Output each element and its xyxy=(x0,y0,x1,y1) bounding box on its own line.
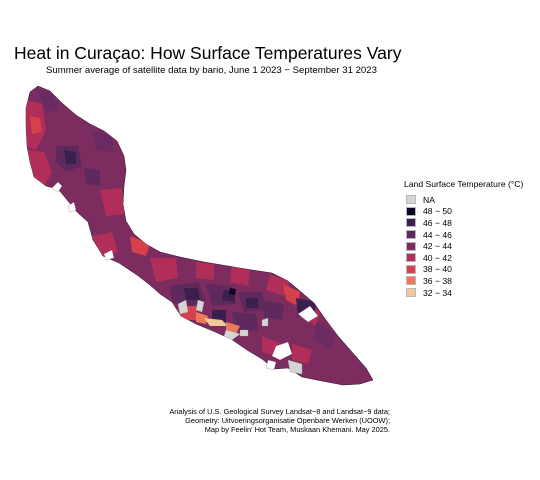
bario-region xyxy=(30,116,42,134)
bario-region xyxy=(150,258,178,282)
legend-label: 38 − 40 xyxy=(423,264,452,275)
na-region xyxy=(195,299,205,313)
legend-item: 40 − 42 xyxy=(404,252,523,264)
legend-swatch xyxy=(406,230,416,240)
na-region xyxy=(239,329,249,337)
legend-label: 40 − 42 xyxy=(423,252,452,263)
bario-region xyxy=(246,298,258,308)
legend-title: Land Surface Temperature (°C) xyxy=(404,179,524,189)
bario-regions xyxy=(26,88,336,364)
na-regions xyxy=(177,299,303,375)
bay xyxy=(51,181,63,193)
legend-item: 48 − 50 xyxy=(404,206,523,218)
legend-swatch xyxy=(406,288,416,298)
legend-items: NA 48 − 50 46 − 48 44 − 46 42 − 44 40 − 42 38 … xyxy=(404,194,523,298)
bario-region xyxy=(184,288,200,300)
bario-region xyxy=(292,344,312,364)
legend-item: 32 − 34 xyxy=(404,287,523,299)
bario-region xyxy=(196,262,214,280)
legend-label: 42 − 44 xyxy=(423,241,452,252)
na-region xyxy=(287,359,303,375)
bario-region xyxy=(230,266,250,286)
bario-region xyxy=(314,322,336,350)
island-outline xyxy=(25,85,374,386)
bay xyxy=(67,201,77,213)
bario-region xyxy=(28,150,52,186)
map-title: Heat in Curaçao: How Surface Temperature… xyxy=(14,43,402,63)
bario-region xyxy=(266,274,290,296)
legend-swatch xyxy=(406,195,416,205)
bario-region xyxy=(212,310,226,322)
legend-item: NA xyxy=(404,194,523,206)
source-caption: Analysis of U.S. Geological Survey Lands… xyxy=(169,407,390,434)
bario-region xyxy=(64,150,76,164)
bays xyxy=(51,181,319,371)
legend-item: 38 − 40 xyxy=(404,264,523,276)
legend-item: 44 − 46 xyxy=(404,229,523,241)
legend-label: NA xyxy=(423,194,435,205)
legend: Land Surface Temperature (°C) NA 48 − 50 4… xyxy=(404,179,523,298)
bario-region xyxy=(196,312,208,324)
legend-swatch xyxy=(406,276,416,286)
legend-label: 32 − 34 xyxy=(423,287,452,298)
legend-label: 44 − 46 xyxy=(423,229,452,240)
bario-region xyxy=(92,130,114,152)
legend-swatch xyxy=(406,264,416,274)
bay xyxy=(265,359,277,371)
bario-region xyxy=(283,284,300,306)
legend-item: 36 − 38 xyxy=(404,275,523,287)
legend-label: 36 − 38 xyxy=(423,275,452,286)
legend-label: 46 − 48 xyxy=(423,217,452,228)
na-region xyxy=(223,329,241,341)
bario-region xyxy=(262,300,284,320)
legend-swatch xyxy=(406,218,416,228)
bario-region xyxy=(204,318,228,326)
map-subtitle: Summer average of satellite data by bari… xyxy=(46,65,377,76)
caption-line: Analysis of U.S. Geological Survey Lands… xyxy=(169,407,390,416)
na-region xyxy=(261,317,269,327)
legend-label: 48 − 50 xyxy=(423,206,452,217)
bario-region xyxy=(84,168,100,186)
bario-region xyxy=(229,288,236,295)
bay xyxy=(103,249,115,261)
legend-item: 42 − 44 xyxy=(404,240,523,252)
bay xyxy=(297,305,319,323)
caption-line: Map by Feelin' Hot Team, Muskaan Khemani… xyxy=(204,425,390,434)
bay xyxy=(271,341,293,361)
na-region xyxy=(177,299,189,315)
legend-item: 46 − 48 xyxy=(404,217,523,229)
bario-region xyxy=(130,236,150,256)
caption-line: Geometry: Uitvoeringsorganisatie Openbar… xyxy=(185,416,390,425)
bario-region xyxy=(100,188,124,216)
legend-swatch xyxy=(406,253,416,263)
legend-swatch xyxy=(406,241,416,251)
legend-swatch xyxy=(406,206,416,216)
